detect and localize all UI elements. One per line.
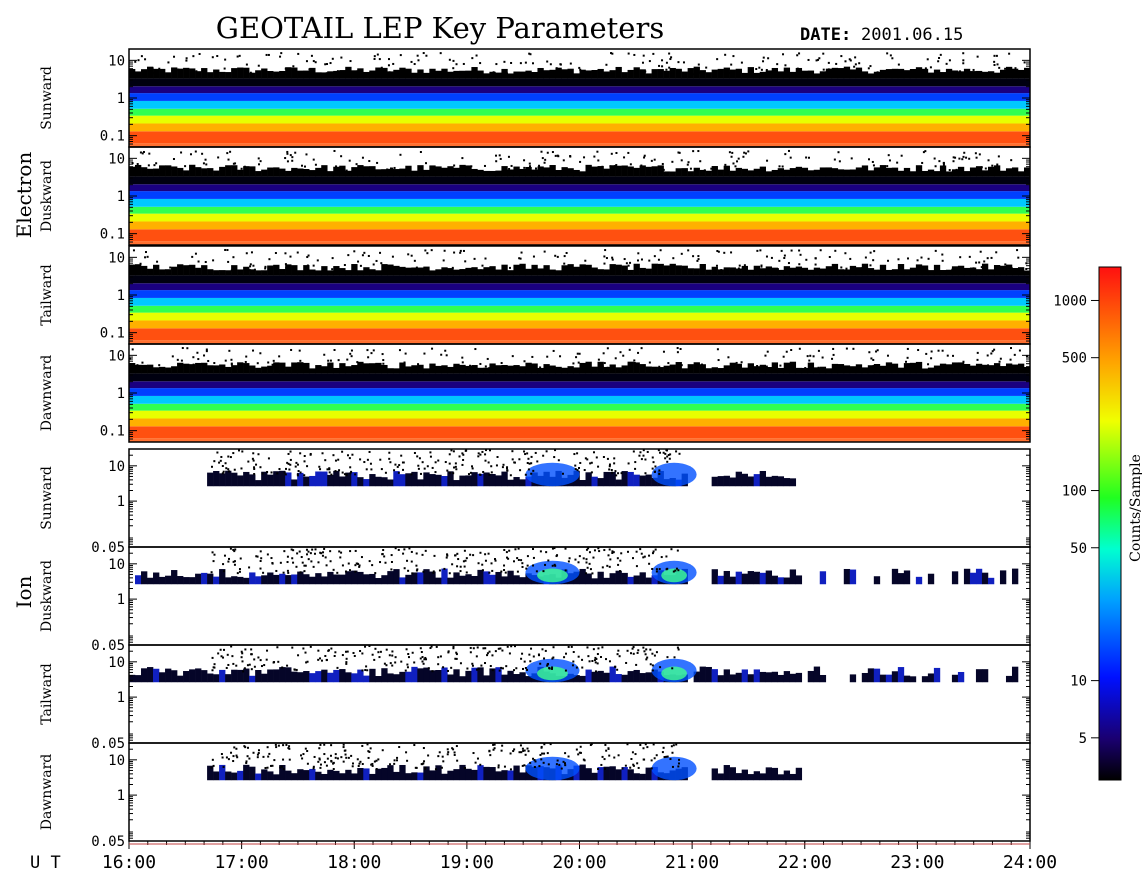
y-tick-label: 10 <box>108 459 125 475</box>
panel-direction-label: Duskward <box>39 160 55 232</box>
y-tick-label: 10 <box>108 250 125 266</box>
figure-title: GEOTAIL LEP Key Parameters <box>216 11 664 45</box>
y-tick-label: 10 <box>108 53 125 69</box>
y-tick-label: 1 <box>117 91 125 107</box>
date-value: 2001.06.15 <box>861 25 963 45</box>
y-tick-label: 0.05 <box>91 736 125 752</box>
colorbar <box>1098 266 1122 781</box>
heatmap-panel-electron-tailward <box>129 248 1030 344</box>
heatmap-panel-electron-sunward <box>129 52 1030 147</box>
x-tick-label: 23:00 <box>890 852 944 873</box>
colorbar-tick-label: 10 <box>1070 674 1087 690</box>
y-tick-label: 10 <box>108 557 125 573</box>
y-tick-label: 0.1 <box>100 129 125 145</box>
colorbar-label: Counts/Sample <box>1128 454 1142 562</box>
y-tick-label: 1 <box>117 386 125 402</box>
colorbar-ticks: 1000 500 100 50 10 5 <box>1053 293 1099 747</box>
x-tick-label: 16:00 <box>102 852 156 873</box>
panel-direction-label: Dawnward <box>39 754 55 831</box>
y-tick-label: 0.1 <box>100 227 125 243</box>
panel-direction-label: Tailward <box>39 264 55 326</box>
heatmap-panel-ion-tailward <box>129 645 1019 683</box>
x-tick-label: 17:00 <box>215 852 269 873</box>
colorbar-tick-label: 5 <box>1079 731 1087 747</box>
date-label: DATE: <box>800 25 851 45</box>
x-tick-label: 18:00 <box>327 852 381 873</box>
x-tick-label: 19:00 <box>440 852 494 873</box>
heatmap-panel-ion-duskward <box>135 547 1019 585</box>
y-tick-label: 1 <box>117 690 125 706</box>
x-tick-label: 20:00 <box>552 852 606 873</box>
y-tick-label: 10 <box>108 655 125 671</box>
colorbar-tick-label: 100 <box>1062 484 1087 500</box>
y-tick-label: 0.1 <box>100 326 125 342</box>
panel-direction-label: Dawnward <box>39 355 55 432</box>
heatmap-panel-ion-sunward <box>207 449 797 487</box>
y-tick-label: 10 <box>108 348 125 364</box>
group-label-ion: Ion <box>12 575 36 608</box>
heatmap-panel-ion-dawnward <box>207 743 803 781</box>
y-tick-label: 0.05 <box>91 540 125 556</box>
colorbar-tick-label: 500 <box>1062 351 1087 367</box>
y-tick-label: 10 <box>108 753 125 769</box>
y-tick-label: 1 <box>117 788 125 804</box>
y-tick-label: 1 <box>117 288 125 304</box>
y-tick-label: 1 <box>117 592 125 608</box>
panel-direction-label: Tailward <box>39 663 55 725</box>
y-tick-label: 0.05 <box>91 834 125 850</box>
heatmap-panel-electron-dawnward <box>129 347 1030 442</box>
y-tick-label: 1 <box>117 494 125 510</box>
ut-label: U T <box>30 853 61 873</box>
group-label-electron: Electron <box>12 152 36 239</box>
heatmap-panel-electron-duskward <box>129 149 1030 245</box>
panel-direction-label: Duskward <box>39 560 55 632</box>
panel-direction-label: Sunward <box>39 66 55 130</box>
colorbar-tick-label: 1000 <box>1053 293 1087 309</box>
y-tick-label: 1 <box>117 189 125 205</box>
panels-layer <box>129 52 1030 781</box>
y-tick-label: 10 <box>108 151 125 167</box>
axes-layer: Sunward 10 1 0.1 Duskward 10 1 0.1 Tailward 10 1 0.… <box>39 48 1057 873</box>
colorbar-tick-label: 50 <box>1070 541 1087 557</box>
x-tick-label: 24:00 <box>1003 852 1057 873</box>
x-tick-label: 22:00 <box>778 852 832 873</box>
panel-direction-label: Sunward <box>39 466 55 530</box>
y-tick-label: 0.1 <box>100 424 125 440</box>
panel-frame <box>128 644 1031 744</box>
x-tick-label: 21:00 <box>665 852 719 873</box>
y-tick-label: 0.05 <box>91 638 125 654</box>
